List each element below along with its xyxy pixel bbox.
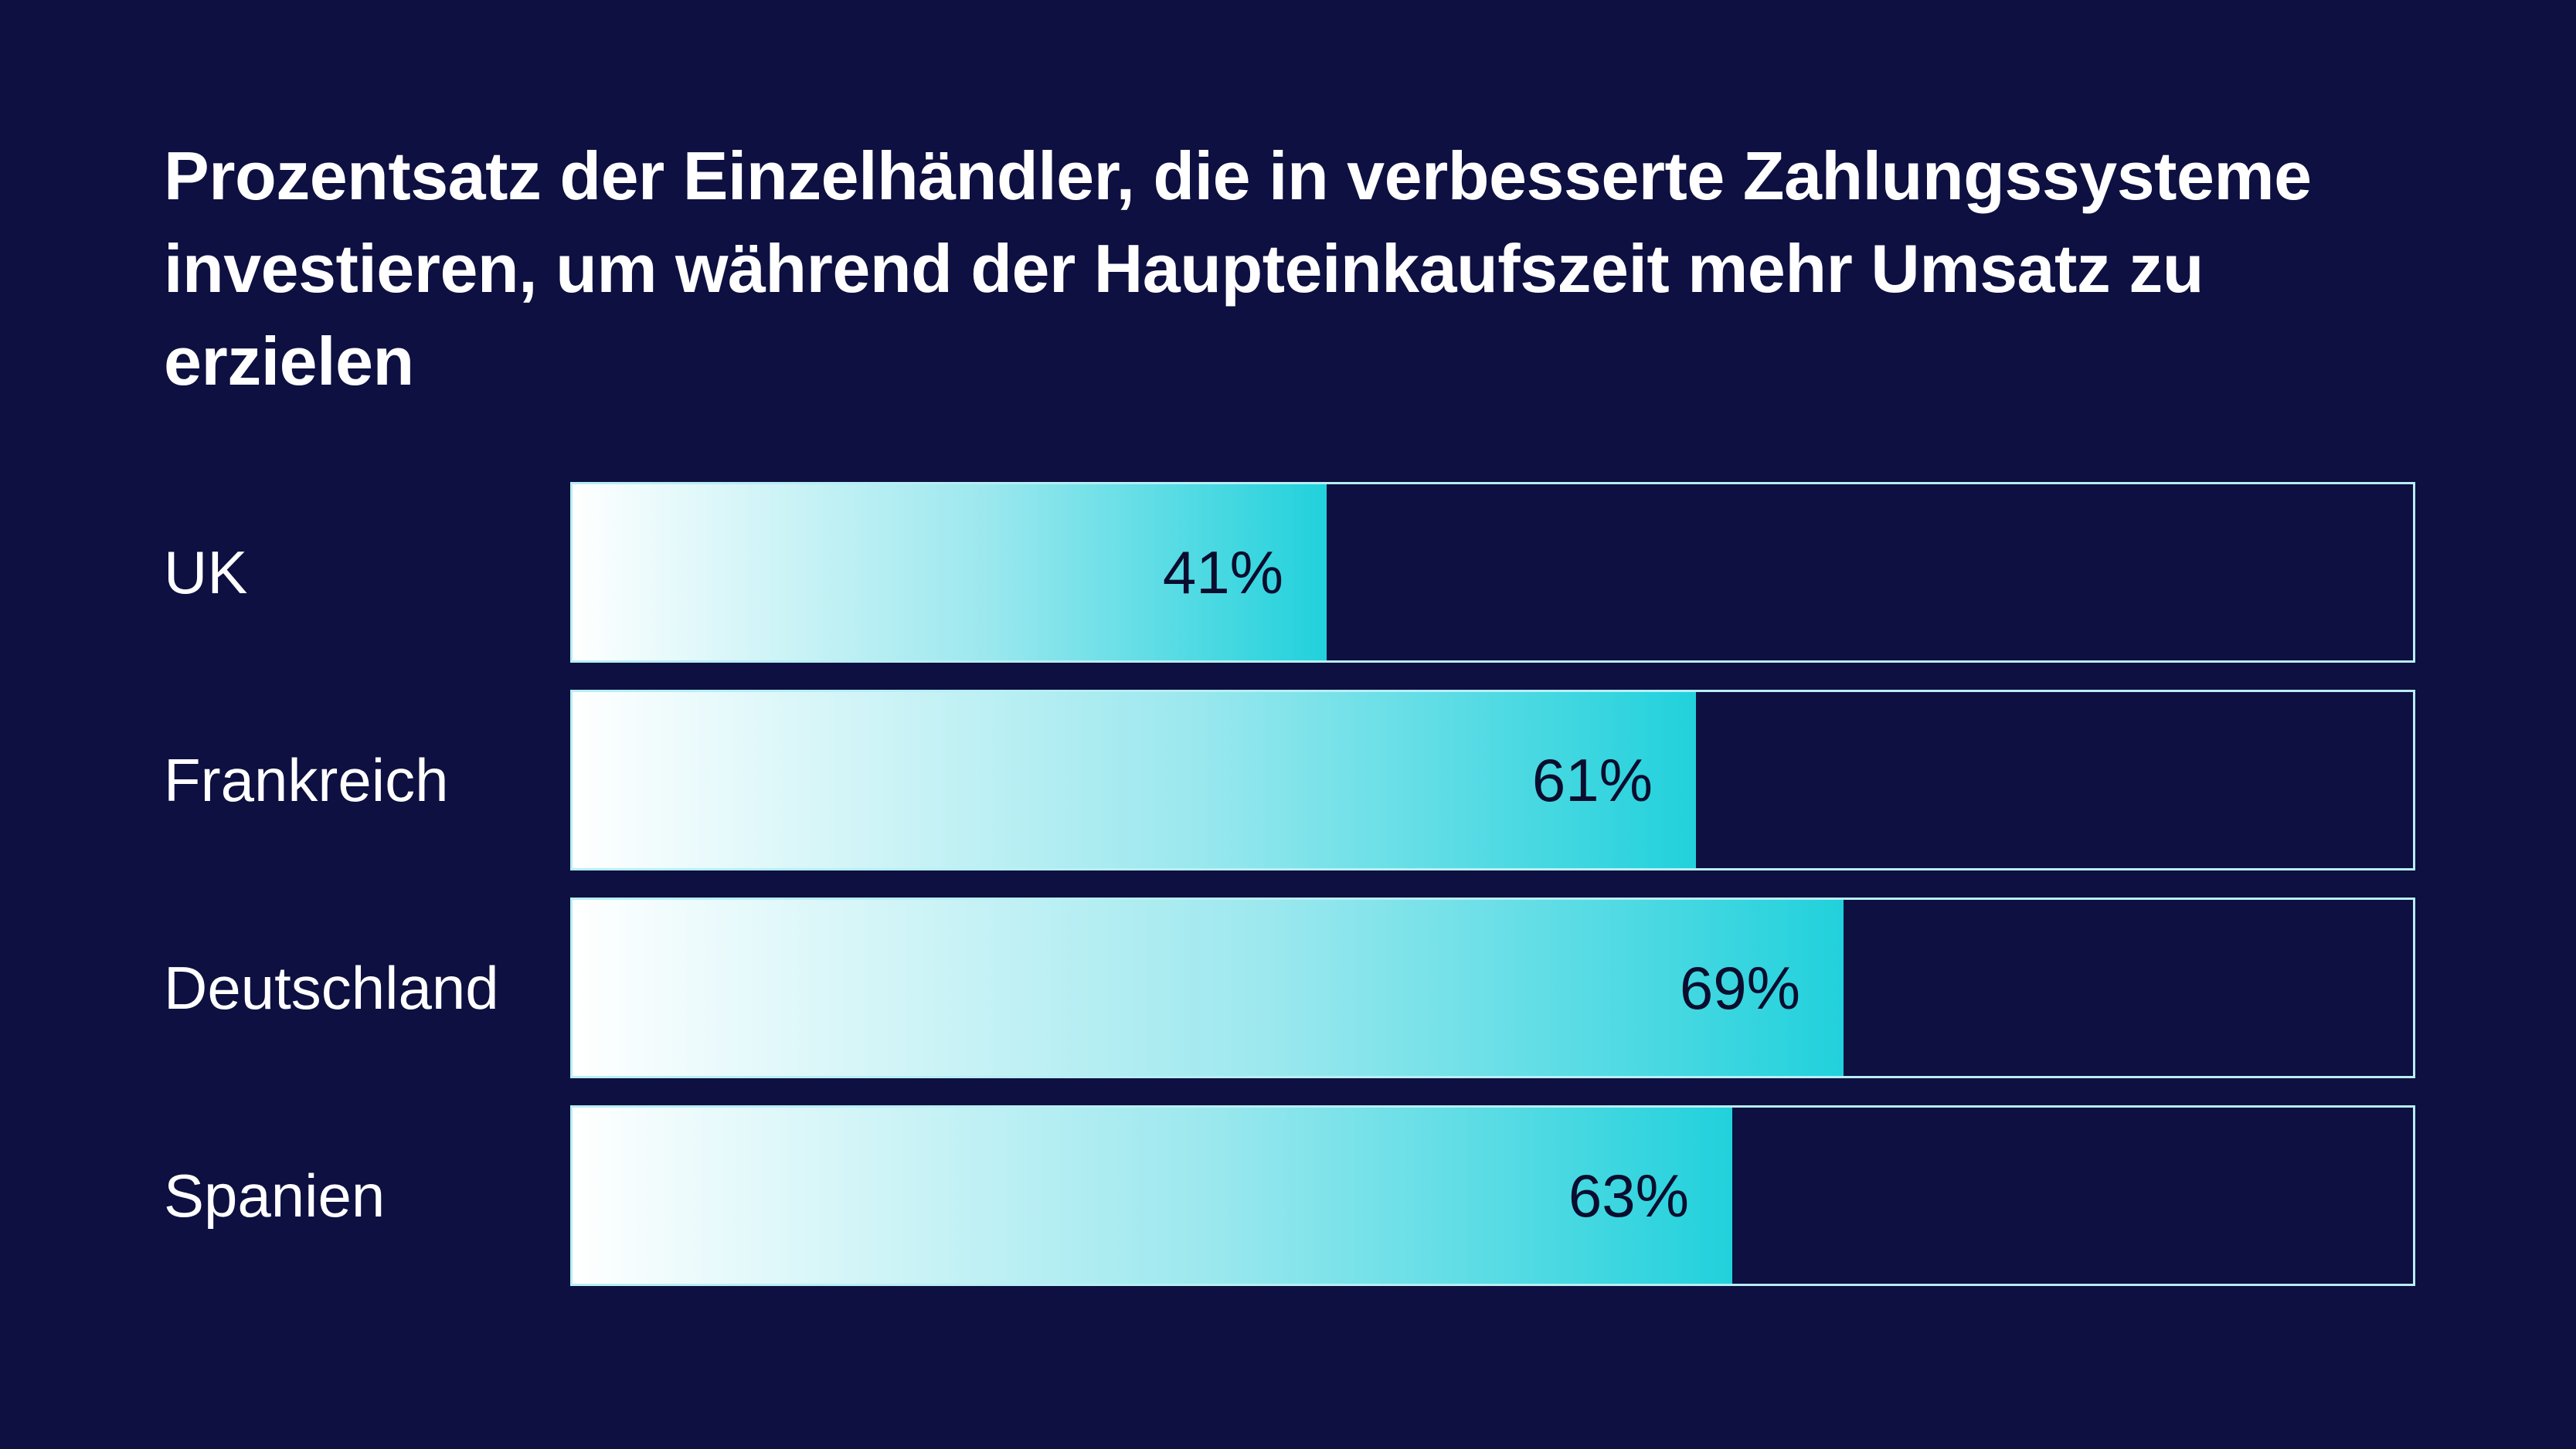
- bar-value-label: 41%: [1162, 538, 1283, 606]
- bar: [573, 484, 1327, 660]
- bar: [573, 1108, 1732, 1284]
- category-label: Frankreich: [164, 746, 449, 814]
- bar-track: 69%: [570, 898, 2415, 1078]
- category-label: Deutschland: [164, 954, 499, 1022]
- bar-value-label: 69%: [1679, 954, 1800, 1022]
- bar-value-label: 63%: [1568, 1162, 1689, 1230]
- bar-track: 61%: [570, 690, 2415, 870]
- chart-title: Prozentsatz der Einzelhändler, die in ve…: [164, 137, 2312, 399]
- bar: [573, 900, 1844, 1076]
- bar-track: 63%: [570, 1105, 2415, 1286]
- bar: [573, 692, 1696, 868]
- bar-value-label: 61%: [1531, 746, 1653, 814]
- category-label: UK: [164, 538, 248, 606]
- category-label: Spanien: [164, 1162, 386, 1230]
- bar-track: 41%: [570, 482, 2415, 663]
